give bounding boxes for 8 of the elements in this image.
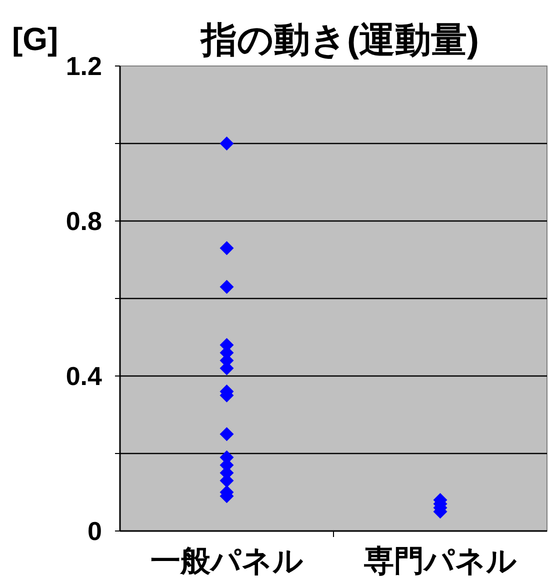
- y-tick-label: 1.2: [66, 51, 102, 81]
- y-tick-label: 0.4: [66, 361, 103, 391]
- y-axis-title: [G]: [12, 21, 58, 57]
- y-tick-label: 0.8: [66, 206, 102, 236]
- x-tick-label: 一般パネル: [150, 545, 304, 578]
- y-tick-label: 0: [88, 516, 102, 546]
- chart-title: 指の動き(運動量): [199, 19, 479, 60]
- x-tick-label: 専門パネル: [364, 545, 517, 578]
